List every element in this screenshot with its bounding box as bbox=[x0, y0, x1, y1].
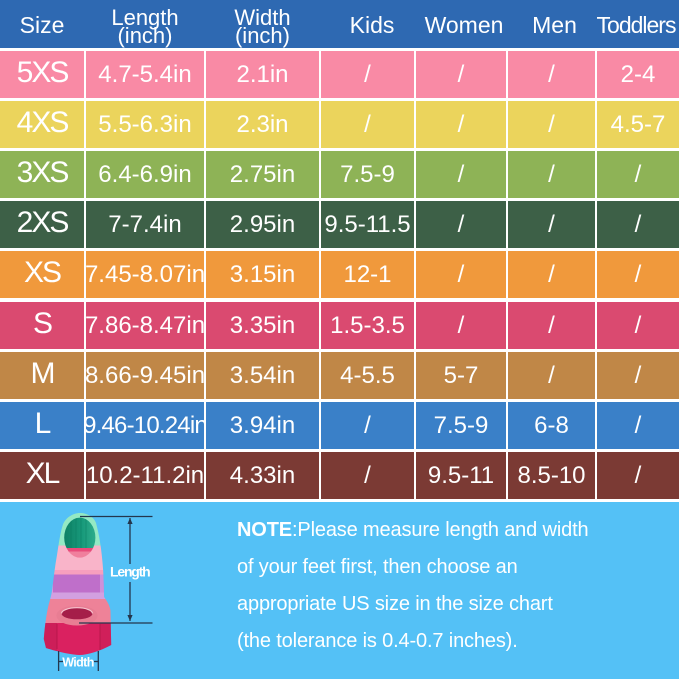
svg-text:Length: Length bbox=[110, 564, 150, 580]
svg-text:Width: Width bbox=[62, 655, 94, 669]
